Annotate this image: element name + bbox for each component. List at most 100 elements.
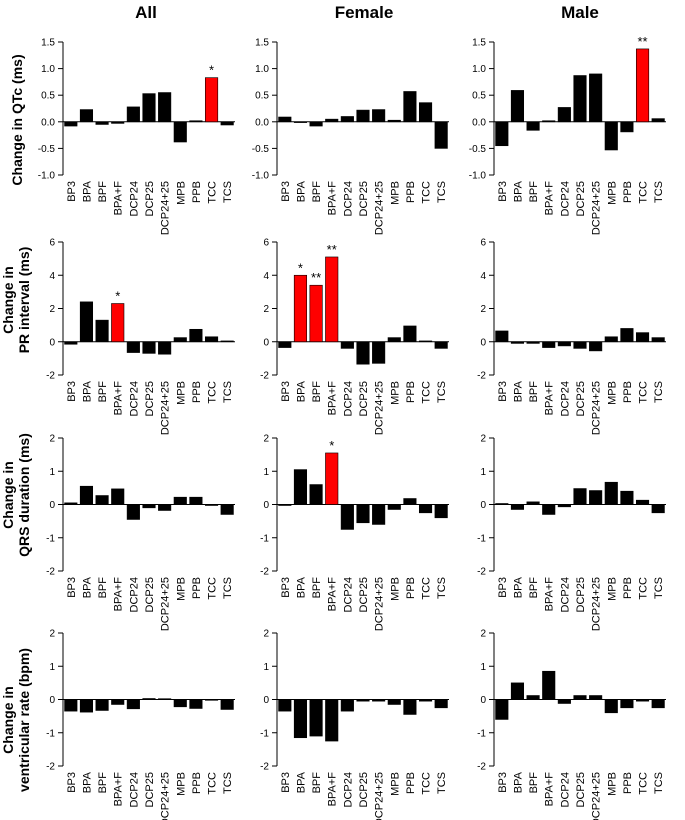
y-tick-label: 0.5 (472, 91, 486, 102)
x-tick-label: DCP25 (358, 577, 370, 612)
x-tick-label: PPB (405, 772, 417, 794)
bar-dcp24-plus-25 (372, 109, 386, 123)
x-tick-label: DCP25 (575, 181, 587, 216)
x-tick-label: BPA+F (544, 577, 556, 612)
y-tick-label: 0.5 (255, 91, 269, 102)
bar-mpb (387, 337, 401, 343)
bar-tcc (418, 340, 433, 343)
bar-bpa-plus-f (542, 341, 556, 348)
x-tick-label: MPB (389, 577, 401, 601)
bar-ppb (403, 91, 417, 123)
row-label-qrs-line1: Change in (0, 461, 16, 529)
x-tick-label: TCC (207, 772, 219, 795)
bar-tcc (204, 77, 219, 123)
x-tick-label: DCP25 (358, 181, 370, 216)
y-tick-label: 2 (263, 304, 269, 315)
x-tick-label: BP3 (280, 772, 292, 793)
x-tick-label: TCC (638, 381, 650, 404)
bar-mpb (387, 699, 401, 705)
bar-ppb (403, 699, 417, 715)
y-tick-label: -2 (260, 762, 269, 773)
y-tick-label: 1 (263, 467, 269, 478)
x-tick-label: BP3 (66, 381, 78, 402)
y-tick-label: 1 (480, 662, 486, 673)
bar-dcp24 (126, 504, 140, 520)
bar-bpa (293, 699, 308, 739)
x-tick-label: TCS (222, 772, 234, 794)
bar-tcc (635, 48, 650, 123)
y-tick-label: 2 (263, 434, 269, 445)
x-tick-label: DCP25 (575, 577, 587, 612)
significance-marker: * (329, 438, 334, 453)
x-tick-label: PPB (622, 772, 634, 794)
y-tick-label: 0 (480, 500, 486, 511)
bar-dcp24 (126, 699, 140, 710)
y-tick-label: -0.5 (469, 144, 487, 155)
bar-bpf (95, 121, 109, 125)
y-tick-label: 2 (480, 434, 486, 445)
bar-ppb (620, 699, 634, 709)
x-tick-label: BPA+F (327, 381, 339, 416)
y-tick-label: -1 (260, 533, 269, 544)
y-tick-label: 1.0 (41, 64, 55, 75)
y-tick-label: -2 (477, 567, 486, 578)
x-tick-label: DCP24 (128, 772, 140, 807)
x-tick-label: DCP25 (575, 772, 587, 807)
x-tick-label: BPF (311, 181, 323, 203)
x-tick-label: TCS (653, 577, 665, 599)
x-tick-label: DCP24+25 (374, 181, 386, 235)
bar-mpb (604, 121, 618, 151)
x-tick-label: BPF (528, 381, 540, 403)
x-tick-label: DCP24 (559, 381, 571, 416)
bar-dcp25 (142, 341, 156, 354)
x-tick-label: PPB (191, 577, 203, 599)
bar-dcp24-plus-25 (158, 698, 172, 700)
chart-panel-female-r0: -1.0 -0.5 0.0 0.5 1.0 1.5 BP3 BPA BPF BPA+F DCP24 D… (252, 38, 449, 235)
bar-bpf (526, 341, 540, 344)
bar-ppb (189, 699, 203, 709)
bar-bpf (309, 699, 323, 737)
x-tick-label: BPA (512, 576, 524, 598)
x-tick-label: DCP24 (128, 381, 140, 416)
y-tick-label: 0 (263, 695, 269, 706)
x-tick-label: BPF (97, 381, 109, 403)
x-tick-label: TCC (421, 381, 433, 404)
bar-dcp25 (573, 75, 587, 123)
x-tick-label: TCC (638, 181, 650, 204)
bar-tcs (434, 121, 448, 149)
row-labels: Change in QTc (ms) Change in PR interval… (0, 54, 32, 792)
y-tick-label: 0 (480, 695, 486, 706)
bar-bpa (79, 109, 94, 123)
chart-panels: -1.0-0.50.00.51.01.5*BP3 BPA BPF BPA+F DCP24… (38, 34, 666, 820)
y-tick-label: -2 (260, 371, 269, 382)
x-tick-label: DCP25 (144, 577, 156, 612)
y-tick-label: 0 (480, 337, 486, 348)
bar-bpa-plus-f (111, 121, 125, 124)
bar-bp3 (64, 502, 78, 505)
bar-tcs (220, 121, 234, 126)
bar-mpb (173, 699, 187, 708)
y-tick-label: 0 (49, 695, 55, 706)
chart-panel-all-r3: -2 -1 0 1 2 BP3 BPA BPF BPA+F DCP24 DCP25 DCP24+25 M… (46, 629, 235, 820)
bar-ppb (403, 325, 417, 343)
x-tick-label: BPA (81, 380, 93, 402)
bar-dcp25 (356, 504, 370, 524)
x-tick-label: BPA+F (113, 381, 125, 416)
x-tick-label: BP3 (280, 577, 292, 598)
bar-dcp24 (557, 699, 571, 704)
y-tick-label: 1 (480, 467, 486, 478)
x-tick-label: BPF (528, 772, 540, 794)
x-tick-label: BPA (512, 380, 524, 402)
bar-dcp24 (557, 504, 571, 508)
bar-bpa (293, 274, 308, 343)
x-tick-label: DCP24+25 (591, 772, 603, 820)
y-tick-label: -2 (477, 371, 486, 382)
bar-bp3 (495, 503, 509, 505)
bar-bpf (309, 284, 323, 343)
x-tick-label: TCC (207, 577, 219, 600)
bar-mpb (387, 119, 401, 123)
y-tick-label: 0.0 (255, 117, 269, 128)
bar-dcp25 (142, 504, 156, 509)
x-tick-label: DCP24 (342, 772, 354, 807)
bar-bp3 (64, 341, 78, 345)
